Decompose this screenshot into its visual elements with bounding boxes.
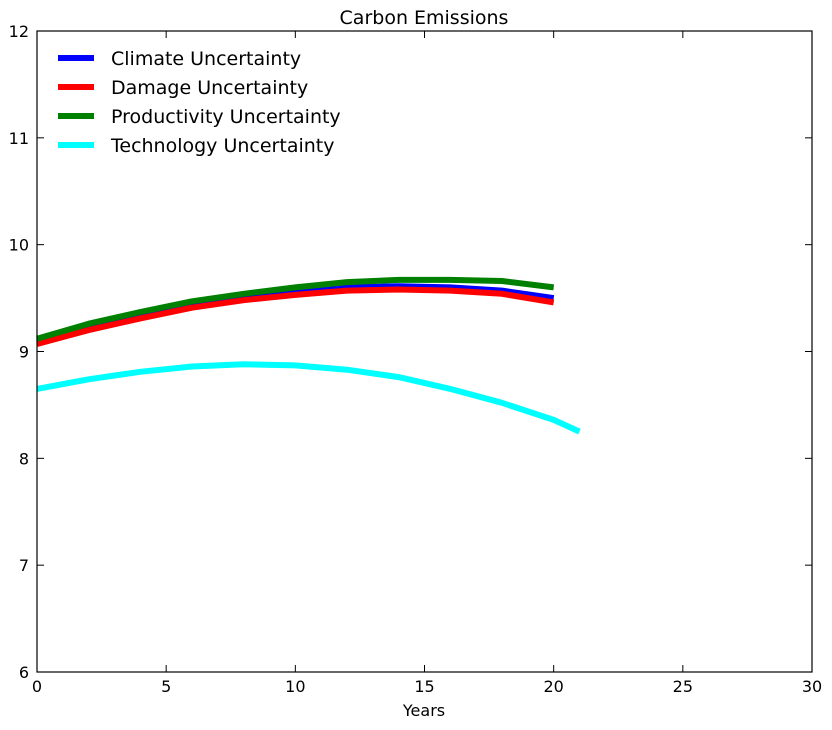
y-tick-label-0: 6 bbox=[19, 663, 29, 682]
x-axis-label: Years bbox=[402, 701, 445, 720]
series-line-3 bbox=[36, 361, 581, 435]
legend-label-1: Damage Uncertainty bbox=[111, 77, 308, 99]
y-tick-label-3: 9 bbox=[19, 343, 29, 362]
legend: Climate Uncertainty Damage Uncertainty Pro… bbox=[58, 48, 341, 157]
plot-background bbox=[37, 31, 812, 672]
chart-title: Carbon Emissions bbox=[340, 7, 509, 29]
x-tick-label-4: 20 bbox=[543, 677, 563, 696]
legend-label-2: Productivity Uncertainty bbox=[111, 106, 341, 128]
x-tick-label-3: 15 bbox=[414, 677, 434, 696]
ticks-layer: 0 5 10 15 20 25 30 6 7 8 9 10 11 12 bbox=[9, 22, 823, 696]
series-line-2 bbox=[36, 276, 555, 342]
series-line-0 bbox=[36, 283, 555, 344]
y-tick-label-2: 8 bbox=[19, 449, 29, 468]
x-tick-label-2: 10 bbox=[285, 677, 305, 696]
y-tick-label-5: 11 bbox=[9, 129, 29, 148]
series-layer bbox=[36, 276, 581, 435]
legend-label-0: Climate Uncertainty bbox=[111, 48, 301, 70]
legend-label-3: Technology Uncertainty bbox=[110, 135, 334, 157]
x-tick-label-0: 0 bbox=[32, 677, 42, 696]
y-tick-label-6: 12 bbox=[9, 22, 29, 41]
y-tick-label-1: 7 bbox=[19, 556, 29, 575]
series-line-1 bbox=[36, 286, 555, 347]
x-tick-label-1: 5 bbox=[161, 677, 171, 696]
x-tick-label-5: 25 bbox=[673, 677, 693, 696]
x-tick-label-6: 30 bbox=[802, 677, 822, 696]
plot-frame bbox=[36, 30, 813, 673]
y-tick-label-4: 10 bbox=[9, 236, 29, 255]
